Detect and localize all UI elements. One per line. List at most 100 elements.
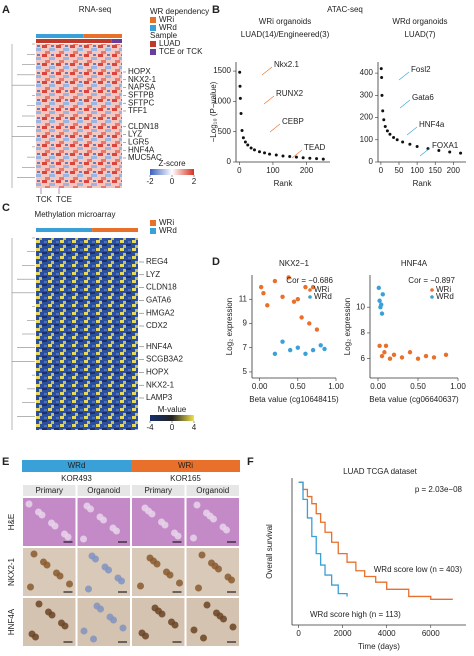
panel-label: C (2, 202, 10, 214)
annotation-arrow (419, 147, 431, 157)
chart-title: RNA-seq (79, 5, 111, 14)
point (407, 350, 413, 355)
chart-subtitle: LUAD(7) (404, 30, 435, 39)
point (258, 284, 264, 290)
point (318, 343, 323, 348)
group-name: WRd (68, 461, 86, 470)
point (380, 292, 385, 297)
cell-nucleus (40, 558, 47, 566)
point (395, 138, 399, 142)
point (401, 140, 405, 144)
legend-swatch (308, 288, 312, 292)
cell-nucleus (190, 534, 197, 542)
x-tick-label: 0.50 (410, 382, 426, 391)
row-label: H&E (7, 514, 16, 530)
group-bar (36, 228, 93, 232)
x-tick-label: 0.50 (290, 382, 306, 391)
point (315, 157, 319, 161)
point (380, 76, 384, 80)
chart-subtitle: LUAD(14)/Engineered(3) (241, 30, 330, 39)
column-label: Organoid (87, 486, 120, 495)
y-tick-label: 300 (360, 90, 374, 99)
annotation: CEBP (282, 117, 304, 126)
annotation-arrow (399, 99, 411, 109)
legend-swatch (430, 288, 434, 292)
annotation: Fosl2 (411, 65, 431, 74)
colorbar-title: Z-score (158, 159, 186, 168)
panel-label: D (212, 256, 220, 268)
x-tick-label: 200 (447, 166, 461, 175)
point (243, 140, 247, 144)
gene-label: LYZ (128, 130, 142, 139)
legend-swatch (430, 295, 434, 299)
colorbar (150, 415, 194, 421)
colorbar-tick-label: 0 (170, 177, 175, 186)
gene-label: SFTPB (128, 91, 154, 100)
chart-title: WRd organoids (392, 17, 447, 26)
colorbar-tick-label: 4 (192, 423, 197, 432)
x-tick-label: 50 (395, 166, 404, 175)
cell-nucleus (48, 519, 55, 527)
x-tick-label: 100 (266, 166, 280, 175)
panel-label: A (2, 4, 10, 16)
annotation: Cor = −0.897 (408, 276, 455, 285)
legend-label: WRd (436, 292, 454, 301)
y-tick-label: 1500 (213, 66, 231, 75)
annotation: Nkx2.1 (274, 60, 299, 69)
colorbar-tick-label: 2 (192, 177, 197, 186)
colorbar-tick-label: -2 (146, 177, 154, 186)
cell-nucleus (203, 601, 211, 609)
point (288, 155, 292, 159)
point (268, 152, 272, 156)
cell-nucleus (195, 584, 202, 592)
y-axis-label: Log₂ expression (225, 298, 234, 355)
point (382, 118, 386, 122)
legend-label: LUAD (159, 39, 181, 48)
point (423, 353, 429, 359)
cell-nucleus (53, 569, 60, 577)
x-axis-label: Rank (274, 179, 294, 188)
cell-nucleus (208, 559, 215, 567)
annotation: Gata6 (412, 93, 434, 102)
annotation-arrow (291, 149, 303, 159)
point (286, 275, 291, 280)
x-tick-label: 150 (429, 166, 443, 175)
cell-nucleus (200, 634, 207, 642)
point (408, 142, 412, 146)
point (280, 339, 285, 344)
point (246, 143, 250, 147)
legend-swatch (150, 49, 156, 55)
cell-nucleus (193, 501, 201, 509)
cell-nucleus (61, 530, 68, 538)
point (294, 155, 298, 159)
gene-label: MUC5AC (128, 153, 162, 162)
annotation: RUNX2 (276, 89, 304, 98)
cell-nucleus (85, 585, 92, 593)
point (392, 136, 396, 140)
cell-nucleus (158, 518, 165, 526)
cell-nucleus (151, 604, 159, 612)
annotation-arrow (263, 95, 275, 105)
x-axis-label: Beta value (cg06640637) (369, 395, 459, 404)
gene-label: REG4 (146, 257, 168, 266)
colorbar-tick-label: -4 (146, 423, 154, 432)
chart-title: LUAD TCGA dataset (343, 467, 417, 476)
point (238, 70, 242, 74)
group-header (131, 460, 240, 472)
y-tick-label: 5 (243, 367, 248, 376)
group-bar (36, 34, 84, 38)
point (377, 298, 382, 303)
legend-label: WRd score high (n = 113) (310, 610, 401, 619)
cell-nucleus (229, 623, 237, 631)
heatmap-body (36, 238, 138, 430)
micrograph (77, 598, 130, 646)
point (379, 302, 384, 307)
point (431, 355, 437, 360)
cell-nucleus (35, 508, 42, 516)
gene-label: HOPX (128, 67, 151, 76)
point (240, 128, 244, 132)
y-axis-label: Log₂ expression (343, 298, 352, 355)
cell-nucleus (101, 563, 109, 571)
point (379, 311, 385, 316)
point (272, 278, 278, 284)
